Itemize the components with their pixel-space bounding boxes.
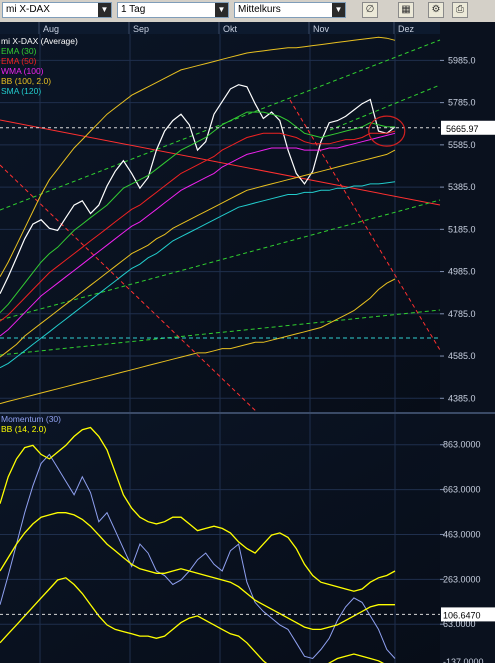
instrument-select[interactable]: mi X-DAX ▼ — [2, 2, 112, 18]
series-line-0 — [0, 84, 396, 294]
price-axis-ticks: 5985.0 5785.0 5585.0 5385.0 5185.0 4985.0 4785… — [440, 55, 476, 403]
momentum-series-line-2 — [0, 512, 395, 631]
grid-icon[interactable]: ▦ — [398, 2, 414, 18]
price-legend: mi X-DAX (Average)EMA (30)EMA (50)WMA (1… — [1, 36, 78, 96]
interval-select-value: 1 Tag — [121, 4, 146, 15]
momentum-axis-ticks: 863.0000 663.0000 463.0000 263.0000 63.0000 -… — [440, 440, 484, 663]
trendline — [329, 84, 441, 131]
legend-item: BB (100, 2.0) — [1, 76, 51, 86]
instrument-select-value: mi X-DAX — [6, 4, 50, 15]
trendline — [0, 309, 441, 356]
price-tick-label: 4385.0 — [448, 393, 476, 403]
price-tick-label: 5985.0 — [448, 55, 476, 65]
trendline — [0, 39, 441, 211]
momentum-axis-background — [440, 414, 495, 663]
legend-item: mi X-DAX (Average) — [1, 36, 78, 46]
highlight-circle — [368, 115, 406, 147]
print-icon[interactable]: ⎙ — [452, 2, 468, 18]
momentum-tick-label: 63.0000 — [443, 619, 476, 629]
momentum-series-line-1 — [0, 426, 396, 592]
momentum-legend: Momentum (30)BB (14, 2.0) — [1, 414, 61, 434]
settings-icon[interactable]: ⚙ — [428, 2, 444, 18]
legend-item: SMA (120) — [1, 86, 41, 96]
chevron-down-icon[interactable]: ▼ — [215, 3, 228, 17]
trendline — [0, 199, 441, 321]
momentum-tick-label: 663.0000 — [443, 485, 481, 495]
price-tick-label: 5385.0 — [448, 182, 476, 192]
price-type-select[interactable]: Mittelkurs ▼ — [234, 2, 346, 18]
momentum-current-value-label: 106.6470 — [443, 610, 481, 620]
month-label-bar — [0, 22, 440, 34]
month-label: Sep — [133, 24, 149, 34]
chevron-down-icon[interactable]: ▼ — [98, 3, 111, 17]
price-tick-label: 5785.0 — [448, 98, 476, 108]
series-line-4 — [0, 181, 396, 369]
momentum-series-line-0 — [0, 453, 396, 660]
price-tick-label: 4785.0 — [448, 309, 476, 319]
current-value-marker — [441, 120, 495, 135]
price-tick-label: 5585.0 — [448, 140, 476, 150]
line-tool-icon[interactable]: ∅ — [362, 2, 378, 18]
trendlines — [0, 39, 441, 416]
legend-item: EMA (50) — [1, 56, 37, 66]
legend-item: EMA (30) — [1, 46, 37, 56]
month-labels: Aug Sep Okt Nov Dez — [38, 22, 415, 34]
price-tick-label: 5185.0 — [448, 224, 476, 234]
momentum-series-line-3 — [0, 577, 385, 663]
momentum-current-value-marker — [441, 607, 495, 622]
price-tick-label: 4585.0 — [448, 351, 476, 361]
price-gridlines — [0, 34, 440, 412]
month-label: Aug — [43, 24, 59, 34]
momentum-legend-item: Momentum (30) — [1, 414, 61, 424]
momentum-series — [0, 426, 396, 663]
panel-separator[interactable] — [0, 412, 495, 414]
chart-toolbar: mi X-DAX ▼ 1 Tag ▼ Mittelkurs ▼ ∅ ▦ ⚙ ⎙ — [0, 0, 495, 23]
interval-select[interactable]: 1 Tag ▼ — [117, 2, 229, 18]
momentum-tick-label: 263.0000 — [443, 574, 481, 584]
momentum-legend-item: BB (14, 2.0) — [1, 424, 47, 434]
momentum-tick-label: 863.0000 — [443, 440, 481, 450]
series-line-5 — [0, 36, 396, 278]
price-annotations: 5665.97 — [0, 115, 495, 147]
series-line-7 — [0, 278, 396, 405]
legend-item: WMA (100) — [1, 66, 44, 76]
chevron-down-icon[interactable]: ▼ — [332, 3, 345, 17]
series-line-1 — [0, 111, 395, 314]
month-label: Nov — [313, 24, 330, 34]
current-value-label: 5665.97 — [446, 124, 479, 134]
price-axis-background — [440, 22, 495, 412]
chart-area: Aug Sep Okt Nov Dez 5985.0 5785.0 5585.0 5385.0… — [0, 22, 495, 663]
trendline — [0, 119, 441, 206]
series-line-6 — [0, 149, 396, 358]
month-label: Dez — [398, 24, 415, 34]
series-line-3 — [0, 132, 396, 337]
series-line-2 — [0, 130, 396, 322]
month-label: Okt — [223, 24, 238, 34]
price-tick-label: 4985.0 — [448, 267, 476, 277]
price-type-select-value: Mittelkurs — [238, 4, 281, 15]
price-series — [0, 36, 396, 405]
momentum-tick-label-partial: -137.0000 — [443, 657, 484, 663]
momentum-annotations: 106.6470 — [0, 607, 495, 622]
momentum-tick-label: 463.0000 — [443, 529, 481, 539]
